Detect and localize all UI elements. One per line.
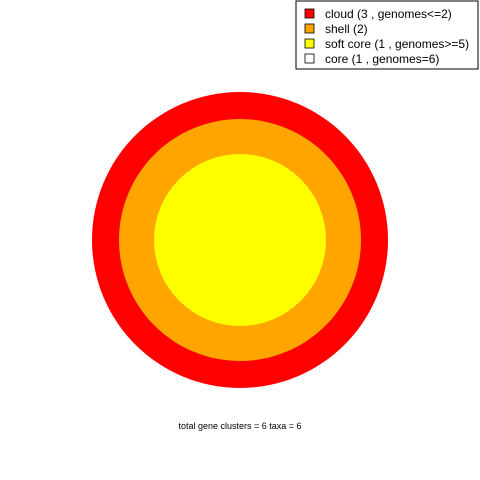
legend-swatch-shell — [304, 23, 315, 34]
legend-label-soft-core: soft core (1 , genomes>=5) — [325, 37, 469, 51]
legend-label-cloud: cloud (3 , genomes<=2) — [325, 7, 452, 21]
legend-label-core: core (1 , genomes=6) — [325, 52, 439, 66]
legend-swatch-cloud — [304, 8, 315, 19]
legend-swatch-core — [304, 53, 315, 64]
footer-summary: total gene clusters = 6 taxa = 6 — [178, 421, 301, 431]
rings-group — [92, 92, 388, 388]
legend: cloud (3 , genomes<=2) shell (2) soft co… — [295, 0, 479, 70]
legend-swatch-soft-core — [304, 38, 315, 49]
ring-soft-core — [154, 154, 326, 326]
legend-label-shell: shell (2) — [325, 22, 368, 36]
legend-box — [295, 0, 479, 70]
